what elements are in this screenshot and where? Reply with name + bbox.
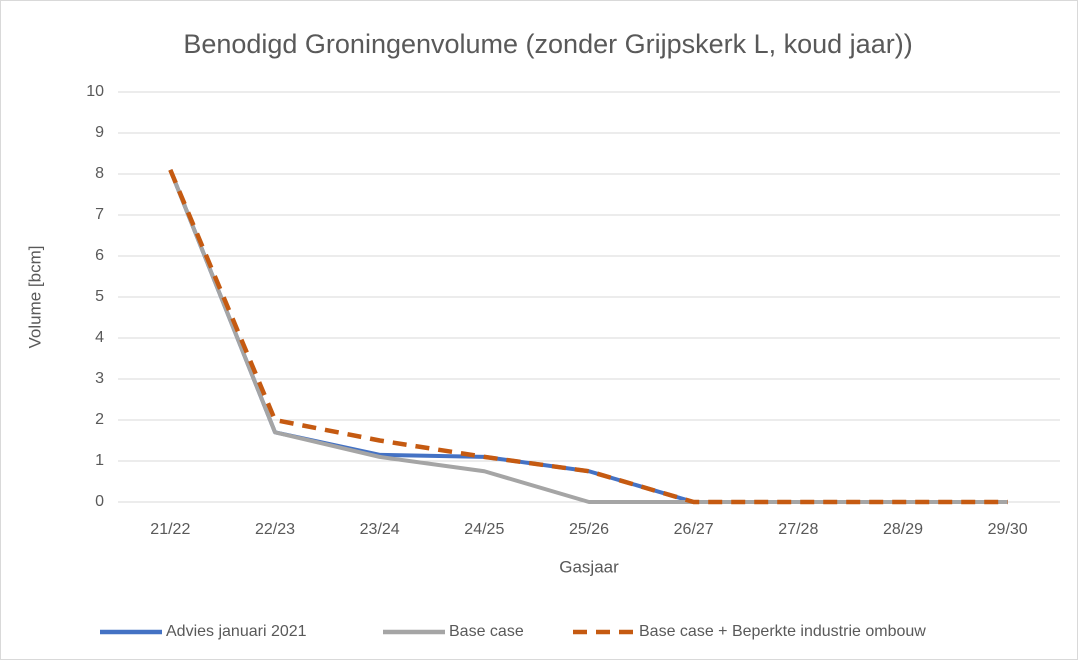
legend-label: Base case	[449, 623, 524, 640]
x-tick-label: 22/23	[255, 521, 295, 538]
x-tick-label: 25/26	[569, 521, 609, 538]
x-tick-label: 21/22	[150, 521, 190, 538]
x-axis-label: Gasjaar	[559, 557, 619, 576]
series-line	[168, 169, 1008, 504]
y-tick-label: 5	[95, 288, 104, 305]
x-tick-label: 27/28	[778, 521, 818, 538]
chart-title: Benodigd Groningenvolume (zonder Grijpsk…	[183, 29, 912, 59]
y-tick-label: 3	[95, 370, 104, 387]
x-tick-label: 28/29	[883, 521, 923, 538]
series-line	[168, 169, 1008, 505]
y-axis-label: Volume [bcm]	[25, 246, 44, 349]
y-tick-label: 9	[95, 124, 104, 141]
x-tick-label: 24/25	[464, 521, 504, 538]
y-tick-label: 4	[95, 329, 104, 346]
legend-label: Advies januari 2021	[166, 623, 307, 640]
y-tick-label: 2	[95, 411, 104, 428]
y-tick-label: 1	[95, 452, 104, 469]
y-tick-label: 10	[86, 83, 104, 100]
x-tick-label: 29/30	[988, 521, 1028, 538]
x-tick-label: 26/27	[674, 521, 714, 538]
legend-label: Base case + Beperkte industrie ombouw	[639, 623, 926, 640]
y-tick-label: 0	[95, 493, 104, 510]
y-tick-label: 8	[95, 165, 104, 182]
y-tick-label: 6	[95, 247, 104, 264]
x-tick-label: 23/24	[360, 521, 400, 538]
y-tick-label: 7	[95, 206, 104, 223]
